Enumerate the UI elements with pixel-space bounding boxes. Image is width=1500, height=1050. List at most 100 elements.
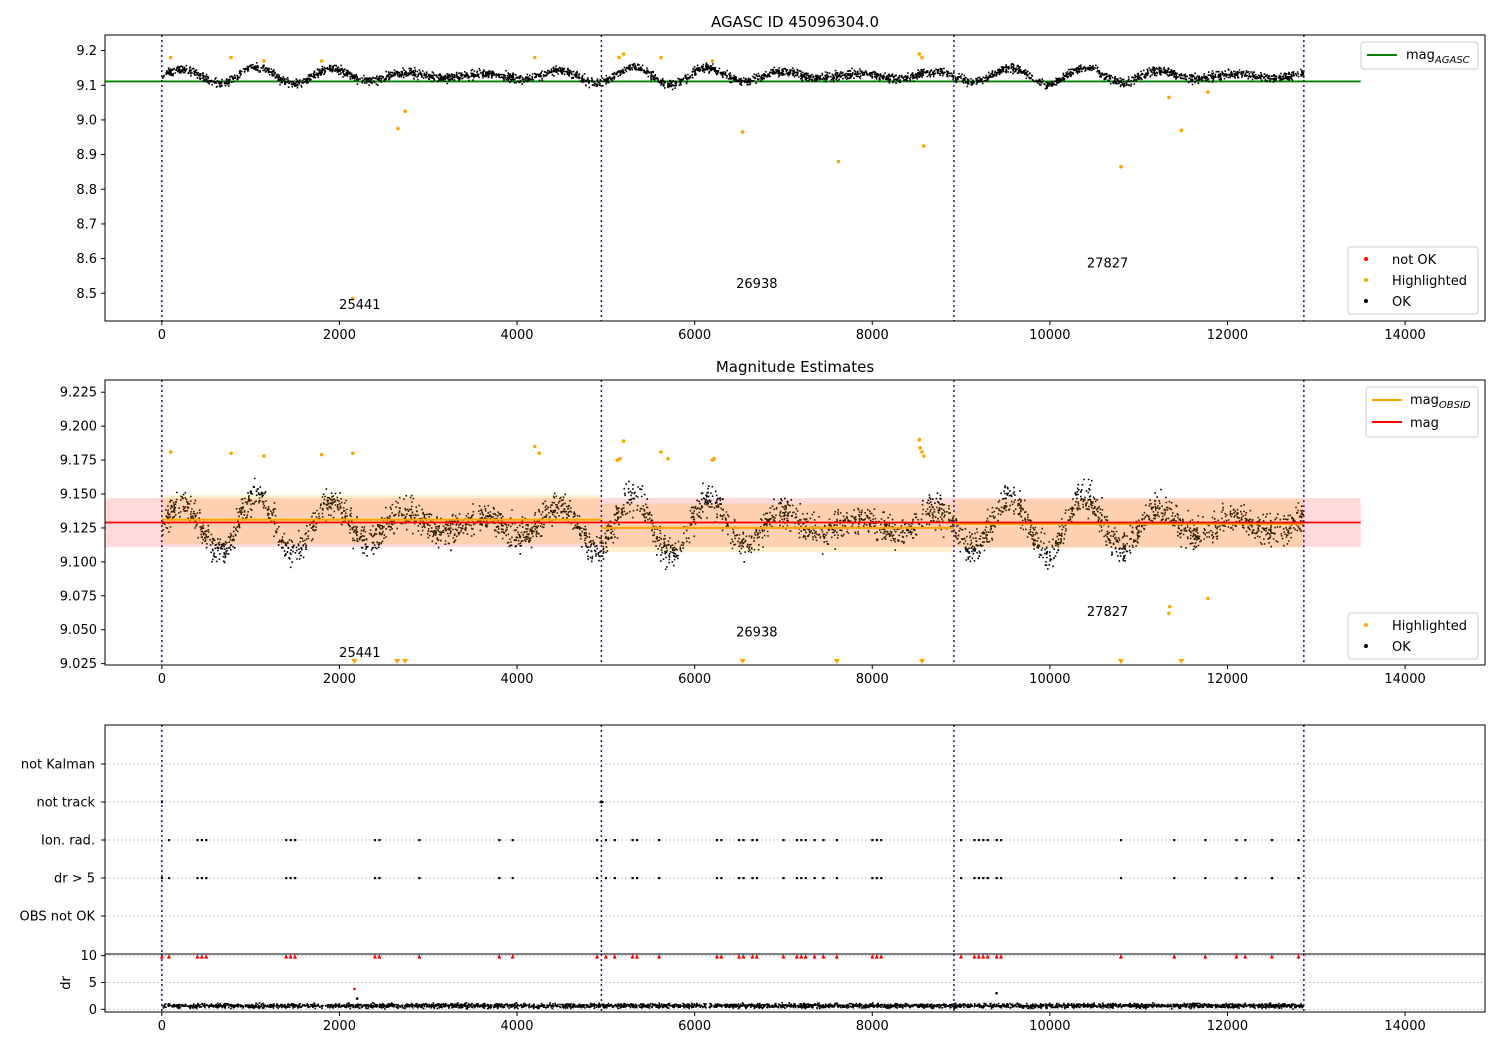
dr-capped-marker xyxy=(159,954,164,959)
flag-point xyxy=(373,839,377,842)
highlighted-point xyxy=(537,451,542,456)
y-tick-label: 9.2 xyxy=(76,44,97,59)
legend-ok-label: OK xyxy=(1392,295,1411,310)
flag-point xyxy=(1297,877,1300,880)
dr-capped-marker xyxy=(972,954,977,959)
flag-point xyxy=(285,877,288,880)
dr-capped-marker xyxy=(166,954,171,959)
dr-capped-marker xyxy=(1172,954,1177,959)
flag-point xyxy=(205,839,208,842)
flag-point xyxy=(498,877,501,880)
y-tick-label: 9.225 xyxy=(60,386,97,401)
flag-point xyxy=(167,877,171,880)
y-tick-label: 9.125 xyxy=(60,521,97,536)
dr-capped-marker xyxy=(603,954,608,959)
flag-category-label: OBS not OK xyxy=(20,910,96,925)
flag-point xyxy=(742,877,745,880)
panel1-legend-lower: not OK Highlighted OK xyxy=(1347,246,1479,315)
x-tick-label: 8000 xyxy=(856,672,889,687)
panel4-x-axis: 0 2000 4000 6000 8000 10000 12000 14000 xyxy=(158,1012,1426,1034)
offscale-marker xyxy=(402,659,409,664)
legend-obsid-label: magOBSID xyxy=(1410,393,1471,411)
flag-point xyxy=(294,839,297,842)
dr-capped-marker xyxy=(1203,954,1208,959)
x-tick-label: 6000 xyxy=(678,328,711,343)
highlighted-point xyxy=(659,55,663,60)
flag-point xyxy=(1270,839,1274,842)
dr-capped-marker xyxy=(781,954,786,959)
highlighted-point xyxy=(836,159,841,164)
flag-point xyxy=(418,839,421,842)
flag-point xyxy=(1119,877,1123,880)
panel2-legend-lower-box xyxy=(1347,612,1479,660)
highlighted-point xyxy=(262,59,266,63)
offscale-marker xyxy=(351,659,358,664)
highlighted-point xyxy=(917,52,922,56)
flag-point xyxy=(715,839,719,842)
dr-capped-marker xyxy=(737,954,742,959)
highlighted-point xyxy=(659,450,663,454)
flag-point xyxy=(1173,877,1176,880)
flag-point xyxy=(795,839,798,842)
ok-points xyxy=(161,477,1304,571)
x-tick-label: 14000 xyxy=(1384,672,1425,687)
flag-point xyxy=(1204,877,1207,880)
panel3-y-axis: not Kalman not track Ion. rad. dr > 5 OBS no… xyxy=(20,758,105,925)
flag-point xyxy=(960,839,963,842)
dr-capped-marker xyxy=(417,954,422,959)
legend2-ok-label: OK xyxy=(1392,640,1411,655)
highlighted-point xyxy=(615,458,620,462)
flag-point xyxy=(986,839,989,842)
flag-point xyxy=(285,839,288,842)
highlighted-point xyxy=(918,446,923,450)
panel1-x-axis: 0 2000 4000 6000 8000 10000 12000 14000 xyxy=(158,321,1426,343)
flag-point xyxy=(822,877,825,880)
highlighted-point xyxy=(921,144,926,148)
dr-capped-marker xyxy=(719,954,724,959)
x-tick-label: 12000 xyxy=(1207,328,1248,343)
dr-capped-marker xyxy=(372,954,377,959)
flag-category-label: not track xyxy=(36,796,95,811)
flag-point xyxy=(813,877,816,880)
highlighted-point xyxy=(350,296,355,301)
dr-capped-marker xyxy=(1234,954,1239,959)
panel1-title: AGASC ID 45096304.0 xyxy=(711,13,879,31)
panel-dr: 0 2000 4000 6000 8000 10000 12000 14000 0 5 10 dr xyxy=(59,949,1486,1034)
legend-obsid-label-sub: OBSID xyxy=(1439,400,1471,411)
flag-point xyxy=(738,877,741,880)
dr-outlier-point xyxy=(353,987,356,991)
highlighted-point xyxy=(403,109,407,114)
flag-point xyxy=(800,877,803,880)
x-tick-label: 12000 xyxy=(1207,672,1248,687)
flag-point xyxy=(378,839,381,842)
highlighted-point xyxy=(396,126,400,131)
dr-capped-marker xyxy=(204,954,209,959)
flag-point xyxy=(751,877,754,880)
flag-point xyxy=(875,877,878,880)
flag-category-label: not Kalman xyxy=(21,758,95,773)
obsid-label: 25441 xyxy=(339,646,380,661)
flag-point xyxy=(1173,839,1176,842)
panel-magnitude-estimates: Magnitude Estimates 25441 26938 27827 0 200… xyxy=(60,358,1486,687)
panel1-frame xyxy=(104,34,1486,322)
flag-point xyxy=(631,877,634,880)
dr-capped-marker xyxy=(821,954,826,959)
flag-point xyxy=(160,801,164,804)
offscale-marker xyxy=(1178,659,1185,664)
dr-capped-marker xyxy=(293,954,298,959)
highlighted-point xyxy=(621,439,626,443)
panel3-plot-area xyxy=(105,725,1485,954)
panel2-x-axis: 0 2000 4000 6000 8000 10000 12000 14000 xyxy=(158,665,1426,687)
legend-notok-label: not OK xyxy=(1392,253,1437,268)
flag-point xyxy=(742,839,745,842)
flag-point xyxy=(511,839,514,842)
dr-capped-marker xyxy=(994,954,999,959)
flag-point xyxy=(800,839,803,842)
y-tick-label: 8.7 xyxy=(76,217,97,232)
x-tick-label: 10000 xyxy=(1029,328,1070,343)
flag-point xyxy=(720,839,723,842)
legend-notok-marker xyxy=(1364,257,1368,261)
x-tick-label: 0 xyxy=(158,328,166,343)
flag-point xyxy=(782,839,785,842)
